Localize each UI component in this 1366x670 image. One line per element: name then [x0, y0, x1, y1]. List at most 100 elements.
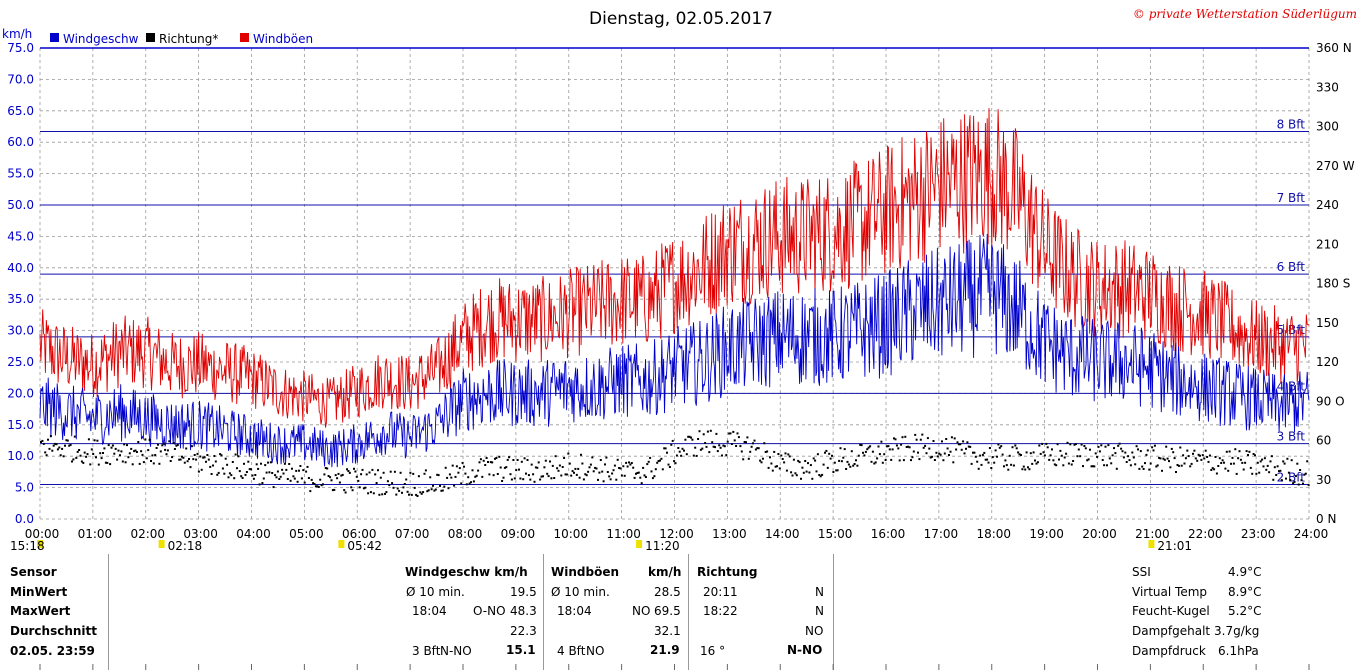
direction-point	[471, 469, 474, 472]
direction-point	[1282, 460, 1285, 463]
direction-point	[111, 444, 114, 447]
direction-point	[305, 470, 308, 473]
direction-point	[113, 452, 116, 455]
direction-point	[116, 458, 119, 461]
direction-point	[454, 475, 457, 478]
direction-point	[1261, 458, 1264, 461]
direction-point	[880, 440, 883, 443]
direction-point	[1144, 462, 1146, 465]
direction-point	[1066, 441, 1069, 444]
direction-point	[742, 458, 745, 461]
direction-point	[1238, 450, 1241, 453]
direction-point	[512, 459, 515, 461]
direction-point	[516, 459, 519, 461]
direction-point	[338, 481, 341, 484]
direction-point	[522, 478, 525, 481]
direction-point	[1193, 449, 1196, 452]
direction-point	[408, 493, 410, 496]
direction-point	[1038, 444, 1041, 447]
direction-point	[784, 452, 787, 455]
direction-point	[884, 459, 887, 461]
direction-point	[1278, 470, 1280, 473]
direction-point	[248, 468, 251, 471]
direction-point	[384, 492, 386, 495]
direction-point	[364, 486, 367, 489]
direction-point	[560, 474, 563, 477]
direction-point	[340, 474, 343, 477]
direction-point	[1231, 456, 1234, 459]
direction-point	[753, 439, 756, 442]
direction-point	[140, 450, 143, 453]
direction-point	[719, 446, 722, 449]
direction-point	[227, 476, 230, 479]
direction-point	[272, 486, 275, 489]
direction-point	[1176, 464, 1179, 466]
direction-point	[705, 445, 708, 448]
direction-point	[904, 435, 907, 438]
direction-point	[853, 463, 856, 465]
direction-point	[750, 445, 753, 448]
direction-point	[279, 475, 282, 478]
direction-point	[647, 460, 650, 463]
chart-grid	[39, 47, 1310, 520]
direction-point	[1262, 465, 1265, 468]
direction-point	[582, 478, 585, 481]
direction-point	[310, 478, 313, 481]
direction-point	[878, 453, 881, 456]
direction-point	[1266, 464, 1269, 467]
direction-point	[1201, 454, 1204, 457]
direction-point	[1113, 447, 1115, 450]
direction-point	[457, 471, 460, 474]
direction-point	[840, 460, 843, 463]
direction-point	[299, 465, 302, 467]
direction-point	[553, 477, 556, 479]
direction-point	[333, 488, 336, 491]
direction-point	[1056, 443, 1059, 446]
direction-point	[393, 470, 396, 473]
direction-point	[1273, 466, 1276, 469]
direction-point	[725, 454, 728, 457]
direction-point	[381, 493, 384, 496]
direction-point	[331, 489, 334, 492]
direction-point	[71, 460, 73, 463]
direction-point	[933, 459, 936, 461]
direction-point	[895, 444, 898, 447]
direction-point	[1151, 446, 1154, 449]
y-tick-label: 70.0	[7, 72, 34, 86]
direction-point	[747, 457, 750, 460]
direction-point	[788, 455, 791, 458]
direction-point	[1175, 471, 1177, 473]
direction-point	[307, 477, 310, 479]
direction-point	[702, 433, 705, 436]
direction-point	[759, 459, 762, 462]
direction-point	[228, 472, 231, 475]
direction-point	[606, 471, 609, 473]
direction-point	[580, 453, 582, 456]
direction-point	[470, 481, 472, 484]
direction-point	[109, 463, 112, 466]
dampfdruck-value: 6.1hPa	[1218, 644, 1259, 658]
direction-point	[871, 450, 874, 453]
direction-point	[543, 466, 546, 469]
y2-tick-label: 150	[1316, 316, 1339, 330]
direction-point	[687, 435, 690, 438]
direction-point	[928, 447, 931, 450]
direction-point	[193, 454, 196, 456]
x-tick-label: 09:00	[501, 527, 536, 541]
legend-swatch-direction	[146, 33, 155, 42]
direction-point	[946, 447, 949, 450]
direction-point	[549, 460, 551, 463]
direction-point	[1118, 442, 1121, 445]
x-tick-label: 11:00	[606, 527, 641, 541]
direction-point	[529, 478, 532, 481]
direction-point	[917, 451, 919, 454]
direction-point	[754, 448, 757, 451]
y2-tick-label: 270 W	[1316, 159, 1355, 173]
x-tick-label: 21:00	[1135, 527, 1170, 541]
direction-point	[151, 454, 154, 457]
direction-point	[836, 469, 839, 472]
direction-point	[952, 461, 955, 464]
y2-tick-label: 240	[1316, 198, 1339, 212]
direction-point	[172, 442, 175, 445]
direction-point	[1039, 452, 1042, 455]
